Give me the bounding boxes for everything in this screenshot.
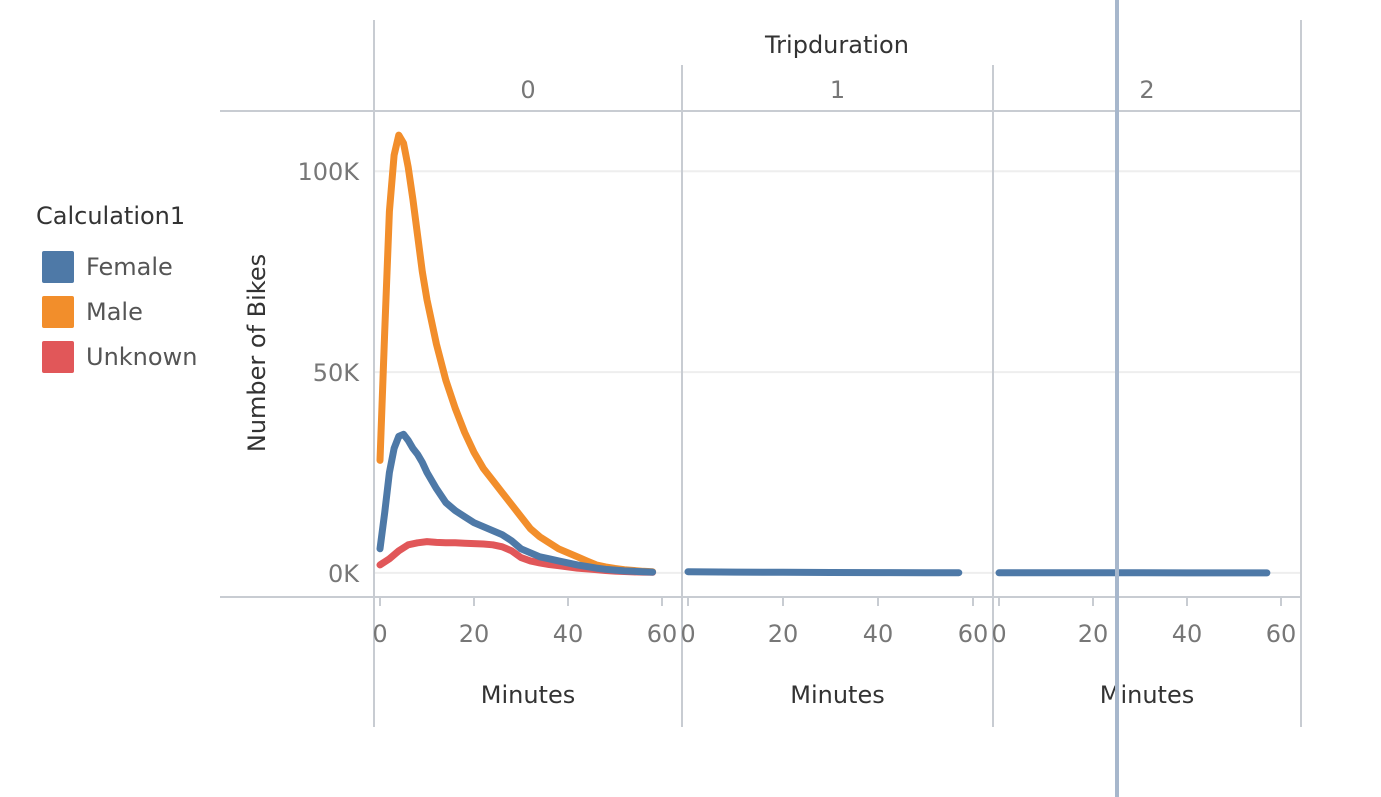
x-tick-label: 0 bbox=[372, 620, 387, 648]
y-tick-label: 50K bbox=[313, 359, 361, 387]
x-axis-title: Minutes bbox=[1100, 681, 1194, 709]
x-tick-label: 0 bbox=[991, 620, 1006, 648]
legend-item-male[interactable]: Male bbox=[36, 289, 197, 334]
x-tick-label: 20 bbox=[768, 620, 799, 648]
legend-swatch-female bbox=[42, 250, 74, 283]
x-tick-label: 40 bbox=[1172, 620, 1203, 648]
y-tick-label: 0K bbox=[328, 560, 360, 588]
x-tick-label: 20 bbox=[1078, 620, 1109, 648]
y-axis-title: Number of Bikes bbox=[243, 254, 271, 452]
legend-label-unknown: Unknown bbox=[86, 342, 198, 371]
legend-item-female[interactable]: Female bbox=[36, 244, 197, 289]
x-axis-title: Minutes bbox=[481, 681, 575, 709]
legend-swatch-unknown bbox=[42, 340, 74, 373]
x-tick-label: 40 bbox=[863, 620, 894, 648]
x-tick-label: 60 bbox=[958, 620, 989, 648]
x-axis-title: Minutes bbox=[790, 681, 884, 709]
panel-header-label: 0 bbox=[520, 76, 535, 104]
panel-header-label: 2 bbox=[1139, 76, 1154, 104]
legend-swatch-male bbox=[42, 295, 74, 328]
y-tick-label: 100K bbox=[297, 158, 360, 186]
x-tick-label: 60 bbox=[1266, 620, 1297, 648]
x-tick-label: 0 bbox=[680, 620, 695, 648]
series-line-female-panel-0[interactable] bbox=[376, 430, 657, 576]
series-line-female-panel-1[interactable] bbox=[684, 568, 963, 577]
legend-label-male: Male bbox=[86, 297, 143, 326]
legend: Calculation1 Female Male Unknown bbox=[36, 202, 197, 379]
column-header: Tripduration bbox=[764, 31, 909, 59]
x-tick-label: 20 bbox=[459, 620, 490, 648]
legend-title: Calculation1 bbox=[36, 202, 186, 230]
legend-label-female: Female bbox=[86, 252, 173, 281]
series-line-male-panel-0[interactable] bbox=[376, 131, 657, 576]
panel-header-label: 1 bbox=[830, 76, 845, 104]
x-tick-label: 40 bbox=[553, 620, 584, 648]
legend-item-unknown[interactable]: Unknown bbox=[36, 334, 197, 379]
x-tick-label: 60 bbox=[647, 620, 678, 648]
